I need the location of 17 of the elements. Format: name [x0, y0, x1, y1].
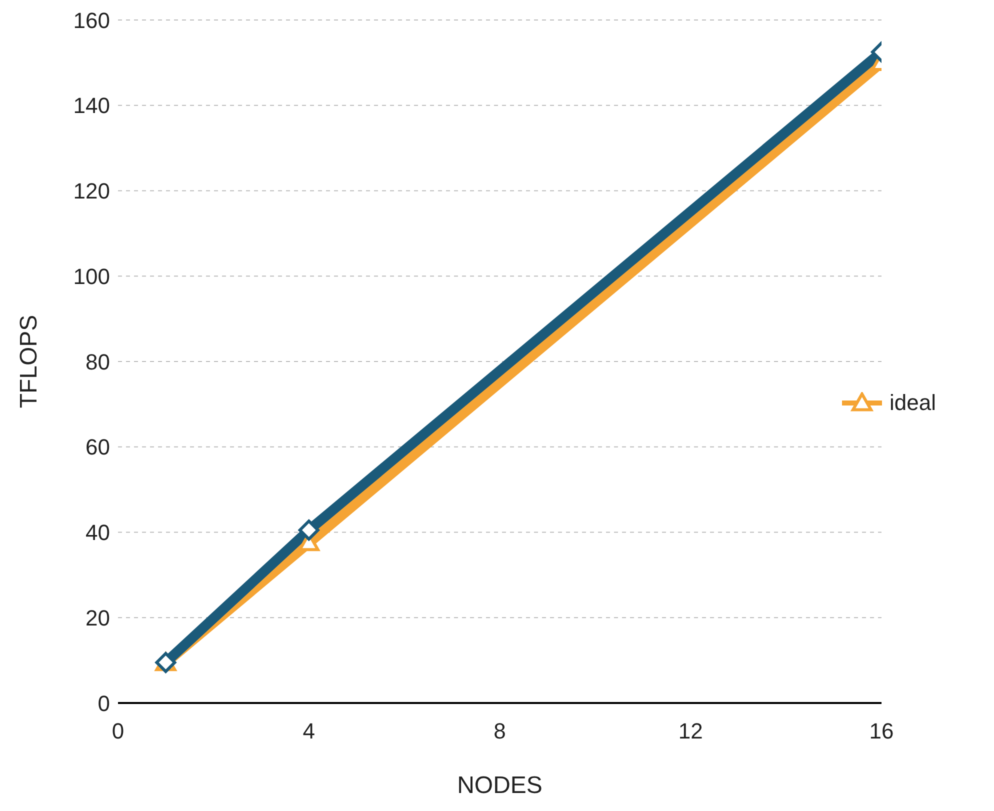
- point: [298, 520, 320, 541]
- y-axis-title: TFLOPS: [16, 314, 43, 408]
- y-tick-label: 160: [73, 8, 110, 33]
- x-tick-label: 16: [869, 718, 894, 744]
- y-tick-label: 0: [98, 690, 110, 716]
- x-tick-label: 8: [494, 718, 506, 744]
- y-tick-label: 120: [73, 178, 110, 204]
- y-tick-label: 140: [73, 93, 110, 118]
- legend-label: ideal: [890, 390, 936, 416]
- x-axis-title: NODES: [457, 772, 542, 799]
- y-tick-label: 40: [86, 520, 110, 546]
- y-tick-label: 20: [86, 605, 110, 630]
- y-tick-label: 100: [73, 264, 110, 289]
- x-tick-label: 12: [678, 718, 703, 744]
- x-tick-label: 4: [302, 718, 316, 744]
- y-tick-label: 80: [86, 349, 110, 374]
- y-tick-label: 60: [86, 434, 110, 460]
